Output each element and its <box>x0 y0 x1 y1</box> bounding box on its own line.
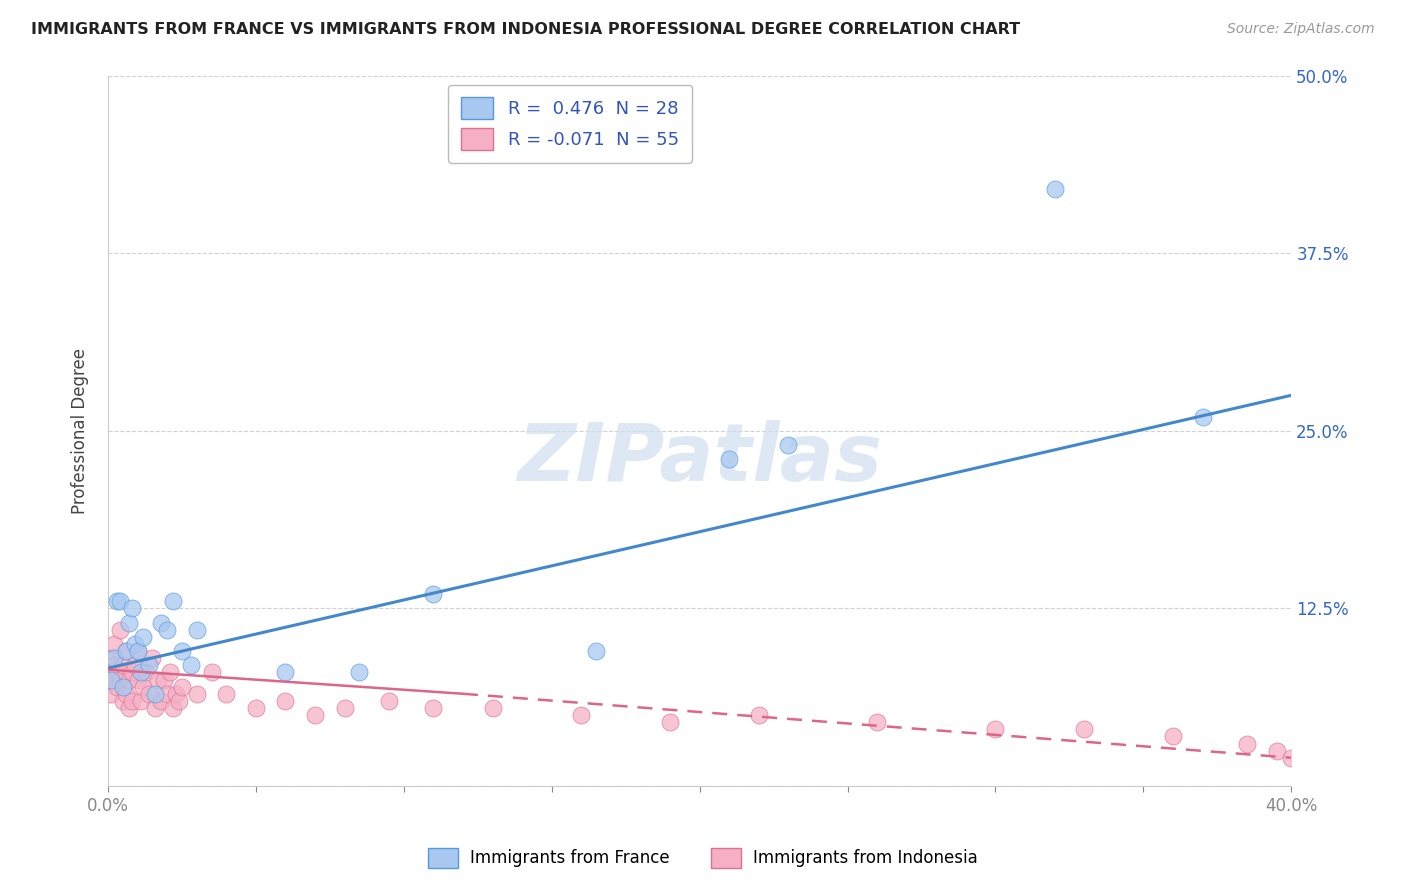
Point <box>118 701 141 715</box>
Point <box>121 665 143 680</box>
Legend: R =  0.476  N = 28, R = -0.071  N = 55: R = 0.476 N = 28, R = -0.071 N = 55 <box>449 85 692 163</box>
Point <box>108 623 131 637</box>
Point <box>585 644 607 658</box>
Point <box>748 708 770 723</box>
Point <box>245 701 267 715</box>
Point <box>129 665 152 680</box>
Point <box>100 673 122 687</box>
Point <box>143 701 166 715</box>
Point <box>114 644 136 658</box>
Point <box>186 687 208 701</box>
Point <box>170 680 193 694</box>
Point <box>165 687 187 701</box>
Text: Source: ZipAtlas.com: Source: ZipAtlas.com <box>1227 22 1375 37</box>
Point <box>127 644 149 658</box>
Point <box>114 687 136 701</box>
Point <box>114 644 136 658</box>
Point <box>103 658 125 673</box>
Point <box>304 708 326 723</box>
Point <box>180 658 202 673</box>
Point <box>1073 723 1095 737</box>
Point <box>127 673 149 687</box>
Point <box>100 651 122 665</box>
Point <box>215 687 238 701</box>
Point <box>105 680 128 694</box>
Text: ZIPatlas: ZIPatlas <box>517 420 882 499</box>
Point <box>103 637 125 651</box>
Point <box>138 687 160 701</box>
Point <box>1191 409 1213 424</box>
Point <box>186 623 208 637</box>
Point <box>121 694 143 708</box>
Point <box>150 615 173 630</box>
Point <box>156 687 179 701</box>
Point <box>159 665 181 680</box>
Point <box>200 665 222 680</box>
Point <box>141 651 163 665</box>
Point <box>718 452 741 467</box>
Point <box>333 701 356 715</box>
Point <box>135 665 157 680</box>
Point <box>108 594 131 608</box>
Point <box>153 673 176 687</box>
Point <box>118 615 141 630</box>
Point <box>481 701 503 715</box>
Point <box>167 694 190 708</box>
Point <box>108 673 131 687</box>
Point <box>659 715 682 730</box>
Point <box>124 658 146 673</box>
Point <box>150 694 173 708</box>
Text: IMMIGRANTS FROM FRANCE VS IMMIGRANTS FROM INDONESIA PROFESSIONAL DEGREE CORRELAT: IMMIGRANTS FROM FRANCE VS IMMIGRANTS FRO… <box>31 22 1021 37</box>
Point <box>422 587 444 601</box>
Point <box>124 637 146 651</box>
Point <box>129 694 152 708</box>
Point <box>156 623 179 637</box>
Point <box>162 594 184 608</box>
Point <box>778 438 800 452</box>
Point <box>162 701 184 715</box>
Point <box>378 694 401 708</box>
Point <box>138 658 160 673</box>
Y-axis label: Professional Degree: Professional Degree <box>72 348 89 514</box>
Point <box>274 694 297 708</box>
Point <box>121 601 143 615</box>
Point <box>349 665 371 680</box>
Point <box>143 687 166 701</box>
Point <box>569 708 592 723</box>
Point <box>1236 737 1258 751</box>
Point <box>100 687 122 701</box>
Point <box>170 644 193 658</box>
Point <box>984 723 1007 737</box>
Point <box>1279 750 1302 764</box>
Point <box>132 680 155 694</box>
Point <box>111 680 134 694</box>
Legend: Immigrants from France, Immigrants from Indonesia: Immigrants from France, Immigrants from … <box>422 841 984 875</box>
Point <box>274 665 297 680</box>
Point <box>100 673 122 687</box>
Point <box>105 665 128 680</box>
Point <box>1265 743 1288 757</box>
Point <box>111 694 134 708</box>
Point <box>103 651 125 665</box>
Point <box>1043 182 1066 196</box>
Point <box>866 715 889 730</box>
Point <box>118 673 141 687</box>
Point <box>422 701 444 715</box>
Point <box>148 673 170 687</box>
Point <box>127 644 149 658</box>
Point <box>111 658 134 673</box>
Point <box>1161 730 1184 744</box>
Point <box>132 630 155 644</box>
Point <box>105 594 128 608</box>
